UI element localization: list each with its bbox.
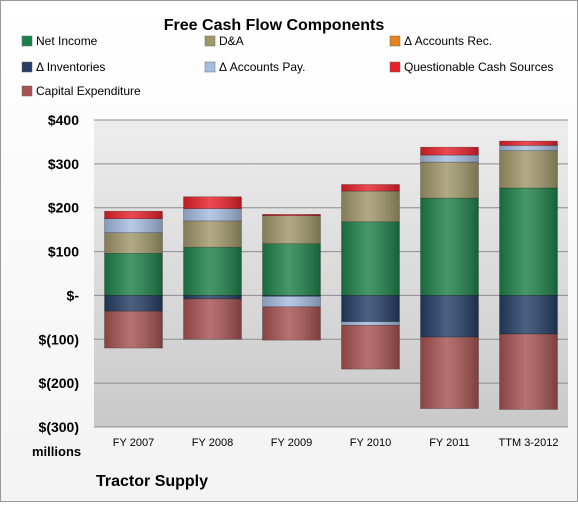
bar-segment-shading (420, 336, 479, 409)
bar-segment-shading (341, 295, 400, 323)
legend-swatch (204, 35, 216, 47)
bar-segment-shading (499, 145, 558, 152)
legend-swatch (204, 61, 216, 73)
company-name: Tractor Supply (96, 473, 208, 490)
plot-area (94, 120, 568, 427)
y-tick-label: $(100) (39, 331, 79, 347)
legend: Net Income D&A Δ Accounts Rec. Δ Inventorie… (21, 34, 553, 98)
x-tick-label: TTM 3-2012 (499, 437, 559, 449)
bar-segment-shading (104, 310, 163, 349)
bar-segment-shading (183, 246, 242, 296)
bar-segment-shading (262, 213, 321, 216)
bar-segment-shading (341, 321, 400, 326)
bar-segment-shading (262, 306, 321, 341)
legend-label: Δ Inventories (36, 60, 105, 74)
bar-segment-shading (499, 187, 558, 296)
bar-segment-shading (183, 298, 242, 340)
x-tick-label: FY 2007 (113, 437, 154, 449)
bar-segment-shading (262, 215, 321, 244)
bar-segment-shading (420, 161, 479, 199)
bar-segment-shading (104, 232, 163, 254)
bar-segment-shading (104, 210, 163, 219)
y-tick-label: $(200) (39, 375, 79, 391)
x-tick-label: FY 2008 (192, 437, 233, 449)
x-axis-tick-labels: FY 2007 FY 2008 FY 2009 FY 2010 FY 2011 TTM 3… (113, 437, 559, 449)
gridlines (94, 119, 568, 428)
bar-segment-shading (183, 220, 242, 248)
bar-segment-shading (262, 243, 321, 296)
y-tick-label: $400 (48, 112, 79, 128)
y-tick-label: $- (67, 287, 80, 303)
bar-segment-shading (262, 296, 321, 308)
legend-label: Questionable Cash Sources (404, 60, 553, 74)
bar-segment-shading (420, 197, 479, 296)
y-tick-label: $100 (48, 244, 79, 260)
bar-segment-shading (183, 196, 242, 209)
legend-swatch (389, 35, 401, 47)
bar-segment-shading (341, 324, 400, 370)
y-tick-label: $(300) (39, 419, 79, 435)
y-axis-tick-labels: $(300) $(200) $(100) $- $100 $200 $300 $400 (39, 112, 80, 435)
bar-segment-shading (499, 150, 558, 189)
bar-segment-shading (341, 190, 400, 223)
legend-swatch (21, 35, 33, 47)
legend-label: Δ Accounts Pay. (219, 60, 306, 74)
bar-segment-shading (104, 218, 163, 234)
legend-label: Δ Accounts Rec. (404, 34, 492, 48)
bar-segment-shading (341, 184, 400, 192)
legend-swatch (21, 85, 33, 97)
chart-title: Free Cash Flow Components (164, 17, 385, 34)
bar-segment-shading (420, 295, 479, 338)
legend-label: Net Income (36, 34, 98, 48)
legend-swatch (389, 61, 401, 73)
bar-segment-shading (183, 295, 242, 300)
x-tick-label: FY 2009 (271, 437, 312, 449)
bar-segment-shading (420, 146, 479, 156)
bar-segment-shading (104, 253, 163, 296)
legend-swatch (21, 61, 33, 73)
bar-segment-shading (183, 208, 242, 222)
x-tick-label: FY 2011 (429, 437, 470, 449)
y-tick-label: $200 (48, 200, 79, 216)
bars (104, 140, 558, 410)
bar-segment-shading (499, 295, 558, 335)
bar-segment-shading (499, 333, 558, 410)
unit-label: millions (32, 444, 81, 459)
x-tick-label: FY 2010 (350, 437, 391, 449)
bar-segment-shading (341, 221, 400, 296)
legend-label: D&A (219, 34, 244, 48)
bar-segment-shading (499, 140, 558, 146)
bar-segment-shading (104, 295, 163, 312)
bar-segment-shading (420, 154, 479, 163)
legend-label: Capital Expenditure (36, 84, 141, 98)
y-tick-label: $300 (48, 156, 79, 172)
